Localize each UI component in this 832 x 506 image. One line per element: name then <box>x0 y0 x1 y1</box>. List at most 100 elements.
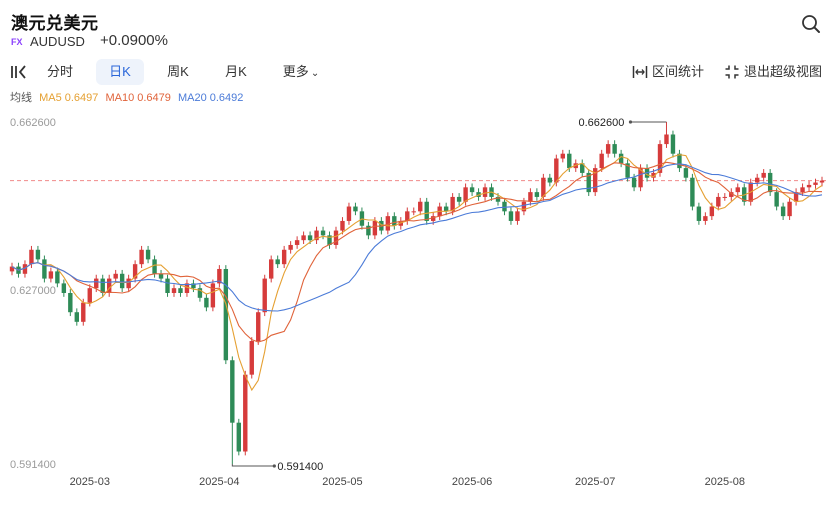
candle <box>670 130 676 158</box>
candle-body <box>456 196 462 202</box>
candle-body <box>281 249 287 265</box>
candle-body <box>767 172 773 193</box>
high-price-annotation: 0.662600 <box>578 117 624 129</box>
candle <box>256 308 261 345</box>
symbol-code: AUDUSD <box>30 34 85 49</box>
candle <box>68 289 73 317</box>
candle-body <box>774 192 779 207</box>
candle <box>677 149 682 172</box>
candle-body <box>113 273 118 279</box>
candle <box>249 337 254 379</box>
candle-body <box>42 259 47 279</box>
candle <box>100 274 105 297</box>
candle <box>327 231 332 249</box>
candle-body <box>139 249 144 265</box>
collapse-panel-icon[interactable] <box>10 63 28 81</box>
candles-layer <box>9 122 825 464</box>
candle <box>683 164 689 182</box>
exit-fullscreen-button[interactable]: 退出超级视图 <box>724 59 822 85</box>
candle-body <box>294 240 300 245</box>
range-stats-button[interactable]: 区间统计 <box>632 59 704 85</box>
candle <box>294 236 300 249</box>
candle <box>223 265 229 365</box>
price-change-percent: +0.0900% <box>100 32 168 49</box>
x-axis: 2025-03 2025-04 2025-05 2025-06 2025-07 2025-… <box>70 476 745 488</box>
candle-body <box>236 422 241 452</box>
ma5-line <box>11 154 823 392</box>
candle-body <box>22 264 28 274</box>
candle <box>42 255 47 283</box>
candle-body <box>554 158 559 183</box>
candle-body <box>288 244 293 250</box>
candle <box>735 183 740 196</box>
candle-body <box>372 220 378 236</box>
candle-body <box>217 268 222 284</box>
candle <box>353 202 358 216</box>
candle <box>618 149 624 168</box>
candle-body <box>664 134 669 145</box>
candle-body <box>709 206 715 217</box>
candle-body <box>94 278 99 289</box>
candle <box>813 178 818 189</box>
candle-body <box>333 230 339 245</box>
candle-body <box>787 201 792 217</box>
candle <box>204 293 209 312</box>
candle-body <box>307 235 313 241</box>
candle <box>664 122 669 148</box>
ma10-line <box>11 161 823 343</box>
tab-monthly-k[interactable]: 月K <box>225 64 247 79</box>
candle <box>456 193 462 206</box>
candle-body <box>761 172 766 178</box>
ma20-value: MA20 0.6492 <box>177 92 244 104</box>
candle-body <box>722 196 727 198</box>
candle-body <box>29 249 34 265</box>
y-tick-label-low: 0.591400 <box>10 459 56 471</box>
candle <box>132 260 138 283</box>
candle-body <box>184 283 190 293</box>
candle-body <box>599 153 604 169</box>
candle <box>372 217 378 240</box>
candle-body <box>346 206 352 221</box>
candle <box>528 188 533 206</box>
candle-body <box>320 230 326 236</box>
candle <box>87 284 92 307</box>
candle <box>217 265 222 288</box>
candle-body <box>463 187 468 202</box>
candle-body <box>806 184 812 188</box>
candle <box>210 279 216 312</box>
candle <box>346 202 352 225</box>
candle-body <box>301 235 306 241</box>
candle <box>139 245 144 269</box>
candle <box>236 418 241 456</box>
candle-body <box>813 182 818 185</box>
candle-body <box>418 201 423 212</box>
candle-body <box>411 211 416 213</box>
tab-intraday[interactable]: 分时 <box>46 64 73 79</box>
ma20-line <box>11 163 823 312</box>
low-price-annotation: 0.591400 <box>277 461 323 473</box>
candle-body <box>145 249 151 260</box>
candle-body <box>340 220 345 231</box>
candle-body <box>800 187 805 193</box>
range-stats-icon <box>632 66 648 78</box>
ma-legend-title: 均线 <box>10 92 32 104</box>
tab-more[interactable]: 更多 ⌄ <box>278 59 324 85</box>
candle <box>55 267 60 288</box>
candle <box>787 197 792 220</box>
candle-body <box>495 196 501 202</box>
candle-body <box>819 180 825 183</box>
candle-body <box>683 168 689 178</box>
candlestick-chart[interactable]: 0.662600 0.627000 0.591400 0.662600 0.59… <box>0 108 832 506</box>
candle <box>515 207 520 225</box>
candle-body <box>580 163 585 173</box>
candle-body <box>482 187 488 197</box>
candle-body <box>431 216 436 221</box>
low-annotation-leader <box>231 464 275 467</box>
candle <box>424 197 429 225</box>
tab-daily-k[interactable]: 日K <box>96 59 144 85</box>
candle <box>107 274 112 297</box>
tab-weekly-k[interactable]: 周K <box>167 64 189 79</box>
candle <box>767 169 773 196</box>
candle <box>314 226 319 245</box>
search-icon[interactable] <box>800 13 822 35</box>
